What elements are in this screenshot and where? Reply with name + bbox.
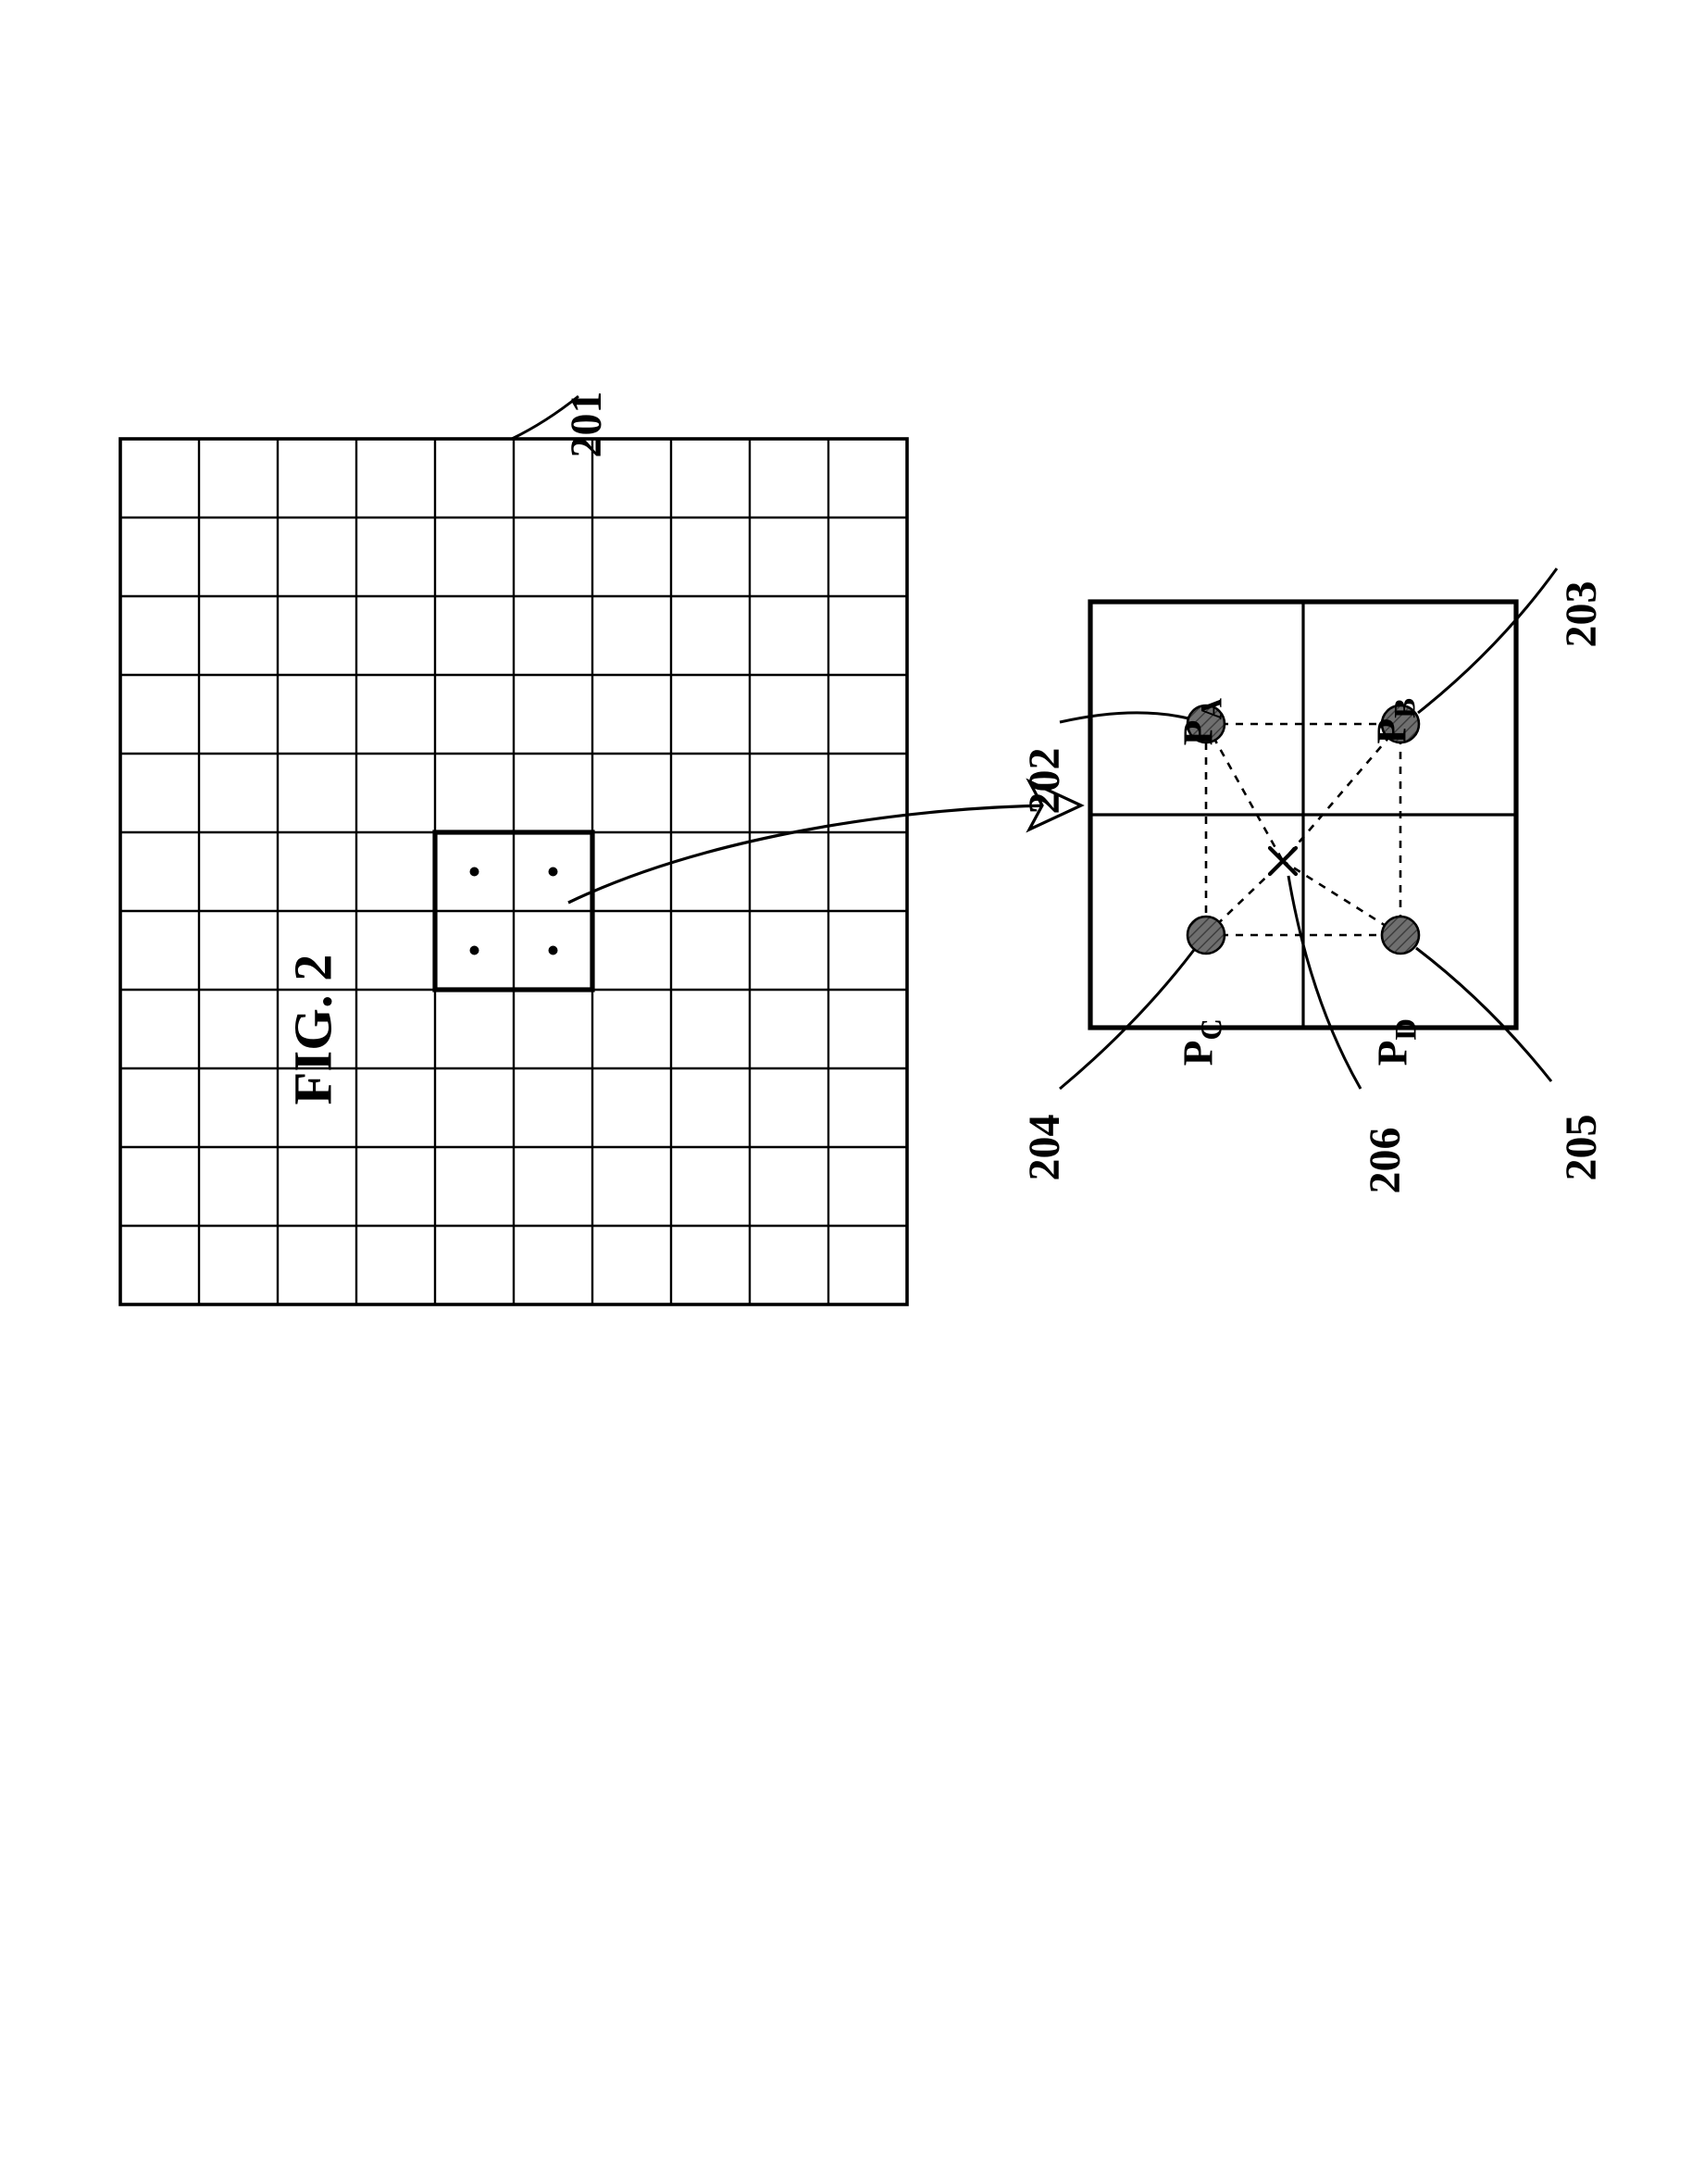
grid-dot (470, 867, 479, 877)
ref-205-leader (1416, 948, 1551, 1081)
interp-spoke (1283, 724, 1400, 861)
ref-203-leader (1418, 568, 1557, 713)
node-label-pb: PB (1368, 698, 1424, 743)
ref-205-label: 205 (1556, 1115, 1607, 1181)
figure-page: FIG. 2 201 202 203 204 205 206 PA PB PC … (0, 0, 1704, 2184)
node-label-pc: PC (1175, 1018, 1230, 1066)
pixel-grid (120, 439, 907, 1304)
zoom-arrow-shaft (568, 805, 1053, 903)
node-label-pa: PA (1175, 698, 1230, 745)
figure-canvas (0, 0, 1704, 2184)
ref-206-leader (1288, 876, 1361, 1089)
node-label-pd: PD (1369, 1018, 1424, 1066)
grid-dot (549, 867, 558, 877)
node-pd (1382, 917, 1419, 954)
ref-204-label: 204 (1019, 1115, 1070, 1181)
ref-201-label: 201 (561, 392, 612, 458)
interp-spoke (1283, 861, 1400, 935)
figure-title: FIG. 2 (281, 955, 343, 1105)
ref-202-label: 202 (1019, 748, 1070, 815)
ref-203-label: 203 (1556, 581, 1607, 648)
ref-206-label: 206 (1360, 1128, 1411, 1194)
grid-dot (549, 946, 558, 955)
grid-dot (470, 946, 479, 955)
node-pc (1188, 917, 1225, 954)
detail-panel (1090, 602, 1516, 1028)
ref-202-leader (1060, 713, 1188, 722)
